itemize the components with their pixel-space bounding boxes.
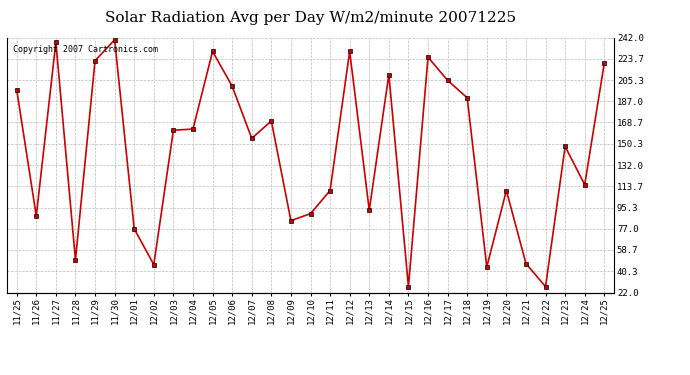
Text: Copyright 2007 Cartronics.com: Copyright 2007 Cartronics.com: [13, 45, 158, 54]
Text: Solar Radiation Avg per Day W/m2/minute 20071225: Solar Radiation Avg per Day W/m2/minute …: [105, 11, 516, 25]
